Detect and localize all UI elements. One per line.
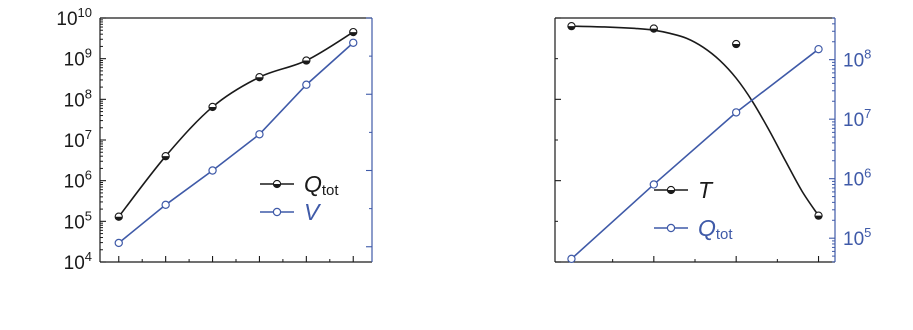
- data-point-fill: [302, 60, 310, 65]
- legend-label: Qtot: [304, 171, 339, 199]
- left-y-tick-label: 105: [64, 208, 92, 233]
- data-point: [208, 166, 217, 175]
- series-line: [571, 25, 820, 217]
- left-y-tick-exponent: 5: [85, 208, 92, 223]
- data-point: [349, 27, 358, 37]
- right-y-tick-base: 10: [843, 51, 864, 72]
- data-point: [814, 211, 823, 220]
- data-point: [161, 200, 170, 210]
- data-point-fill: [349, 32, 357, 36]
- legend-label: V: [304, 199, 322, 225]
- legend-label: T: [698, 177, 714, 203]
- left-y-tick-base: 10: [64, 172, 85, 193]
- legend-label-subscript: tot: [322, 182, 340, 199]
- data-point-fill: [115, 216, 123, 221]
- legend-label-name: T: [698, 177, 714, 203]
- data-point: [161, 152, 170, 161]
- data-point-fill: [208, 106, 217, 111]
- legend-item: T: [654, 177, 714, 203]
- left-y-tick-exponent: 6: [85, 168, 92, 183]
- left-y-tick-label: 106: [64, 168, 92, 193]
- data-point: [114, 238, 123, 248]
- left-y-tick-exponent: 7: [85, 127, 92, 142]
- right-y-tick-label: 106: [843, 166, 871, 191]
- data-point: [255, 130, 264, 139]
- legend-label-name: V: [304, 199, 322, 225]
- left-y-tick-base: 10: [64, 253, 85, 274]
- legend-label-subscript: tot: [716, 226, 734, 243]
- series-0: [567, 21, 823, 220]
- right-y-tick-exponent: 7: [864, 106, 871, 121]
- legend-item: Qtot: [260, 171, 339, 199]
- right-y-tick-exponent: 8: [864, 47, 871, 62]
- left-y-tick-label: 108: [64, 86, 92, 111]
- data-point-fill: [162, 156, 170, 160]
- left-y-tick-label: 1010: [56, 5, 92, 30]
- data-point: [814, 44, 823, 54]
- legend-item: Qtot: [654, 215, 733, 243]
- left-y-tick-base: 10: [64, 131, 85, 152]
- series-1: [567, 44, 823, 264]
- data-point-fill: [650, 28, 658, 33]
- right-y-tick-base: 10: [843, 170, 864, 191]
- right-y-tick-exponent: 6: [864, 166, 871, 181]
- right-y-tick-exponent: 5: [864, 225, 871, 240]
- series-line: [118, 42, 354, 244]
- data-point: [349, 38, 358, 47]
- data-point-fill: [567, 26, 576, 30]
- series-0: [114, 27, 358, 221]
- legend-marker-fill: [667, 190, 675, 194]
- data-point: [732, 39, 741, 49]
- legend-label-name: Q: [698, 215, 716, 241]
- data-point-fill: [814, 215, 823, 220]
- left-y-tick-label: 104: [64, 249, 92, 274]
- legend-marker-fill: [273, 184, 281, 188]
- data-point-fill: [732, 44, 740, 48]
- left-y-tick-base: 10: [64, 212, 85, 233]
- legend-marker: [666, 223, 676, 233]
- legend-item: V: [260, 199, 322, 225]
- legend-label-name: Q: [304, 171, 322, 197]
- legend-label: Qtot: [698, 215, 733, 243]
- legend-marker: [666, 185, 676, 195]
- right-y-tick-label: 105: [843, 225, 871, 250]
- data-point-fill: [255, 77, 264, 81]
- left-y-tick-exponent: 4: [85, 249, 92, 264]
- data-point: [649, 180, 659, 189]
- left-y-tick-base: 10: [56, 9, 77, 30]
- left-y-tick-base: 10: [64, 90, 85, 111]
- legend-marker: [272, 207, 282, 217]
- left-y-tick-exponent: 8: [85, 86, 92, 101]
- data-point: [731, 108, 741, 117]
- left-y-tick-exponent: 10: [78, 5, 92, 20]
- right-y-tick-base: 10: [843, 229, 864, 250]
- left-y-tick-base: 10: [64, 50, 85, 71]
- legend-marker: [272, 179, 282, 189]
- data-point: [302, 56, 311, 65]
- right-y-tick-base: 10: [843, 110, 864, 131]
- left-y-tick-label: 107: [64, 127, 92, 152]
- data-point: [567, 254, 576, 264]
- series-1: [114, 38, 358, 248]
- data-point: [255, 73, 264, 82]
- left-y-tick-exponent: 9: [85, 46, 92, 61]
- data-point: [208, 102, 217, 112]
- series-line: [570, 48, 820, 260]
- data-point: [567, 21, 576, 31]
- left-y-tick-label: 109: [64, 46, 92, 71]
- data-point: [649, 24, 658, 33]
- data-point: [114, 212, 123, 221]
- data-point: [302, 80, 311, 89]
- right-y-tick-label: 108: [843, 47, 871, 72]
- right-y-tick-label: 107: [843, 106, 871, 131]
